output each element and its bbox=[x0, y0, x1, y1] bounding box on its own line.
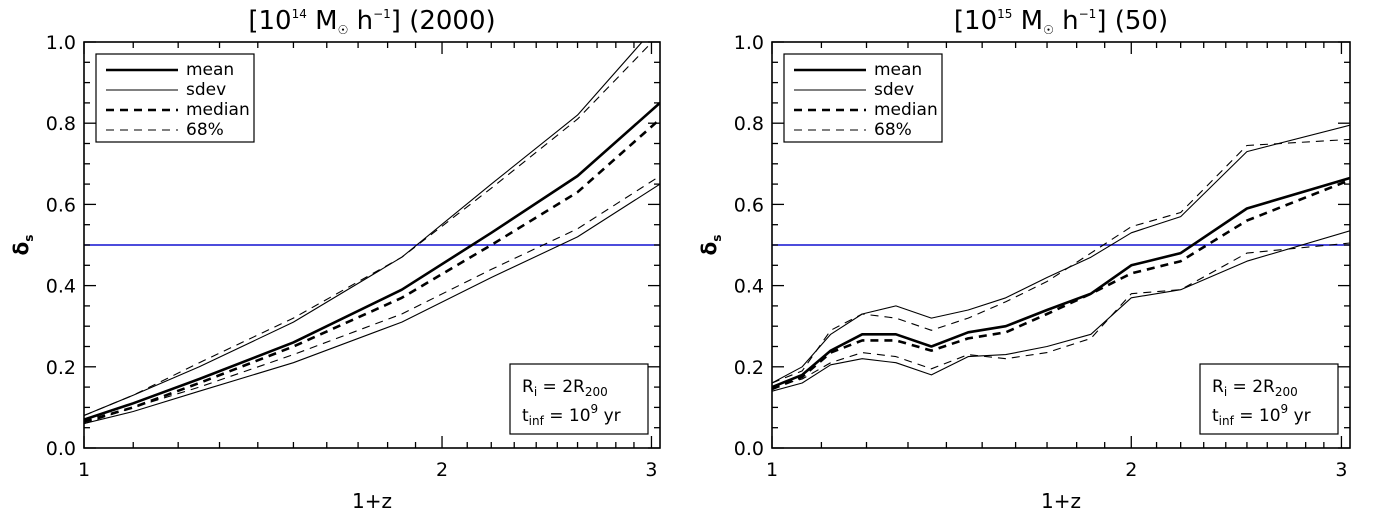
series-sdev-line bbox=[772, 230, 1350, 392]
x-tick-label: 2 bbox=[1125, 459, 1137, 481]
t-eq: = 10 bbox=[544, 406, 591, 426]
t-label: t bbox=[1212, 406, 1219, 426]
title-bracket: [10 bbox=[248, 6, 291, 36]
t-label: t bbox=[522, 406, 529, 426]
x-axis-label: 1+z bbox=[352, 489, 392, 513]
title-mass: M bbox=[1012, 6, 1043, 36]
ri-sub2: 200 bbox=[1275, 385, 1298, 399]
y-axis-label: δs bbox=[9, 235, 36, 256]
legend-label: sdev bbox=[186, 80, 226, 100]
y-tick-label: 0.6 bbox=[734, 194, 764, 216]
annotation-radius: Ri = 2R200 bbox=[1212, 377, 1298, 399]
series-median-line bbox=[84, 118, 660, 423]
chart-panel-2: 0.0 0.2 0.4 0.6 0.8 1.0 1 2 3 1+z δs [1015 M☉ h−1] … bbox=[697, 6, 1351, 513]
ri-sub: i bbox=[1224, 385, 1227, 399]
annotation-time: tinf = 109 yr bbox=[522, 402, 621, 428]
title-h: h bbox=[348, 6, 373, 36]
title-sun: ☉ bbox=[1043, 23, 1054, 37]
ri-label: R bbox=[1212, 377, 1224, 397]
x-axis-label-text: 1+z bbox=[1041, 489, 1081, 513]
title-sun: ☉ bbox=[338, 23, 349, 37]
series-68pct-line bbox=[84, 42, 653, 417]
annotation-box bbox=[1199, 363, 1339, 435]
legend-label: mean bbox=[186, 60, 234, 80]
t-exp: 9 bbox=[1281, 402, 1289, 416]
legend-label: median bbox=[874, 100, 938, 120]
legend-box bbox=[783, 53, 943, 143]
series-68pct-line bbox=[84, 175, 660, 425]
legend-label: 68% bbox=[874, 120, 912, 140]
chart-panel-1: 0.0 0.2 0.4 0.6 0.8 1.0 1 2 3 1+z δs [1014 M☉ h−1] … bbox=[9, 6, 661, 513]
title-bracket: [10 bbox=[954, 6, 997, 36]
ri-sub2: 200 bbox=[585, 385, 608, 399]
x-tick-label: 3 bbox=[1335, 459, 1347, 481]
x-axis-label: 1+z bbox=[1041, 489, 1081, 513]
series-median-line bbox=[772, 178, 1350, 391]
series-sdev-line bbox=[84, 42, 643, 417]
t-exp: 9 bbox=[591, 402, 599, 416]
title-h: h bbox=[1054, 6, 1079, 36]
series-mean-line bbox=[84, 101, 660, 421]
series-mean-line bbox=[772, 176, 1350, 389]
x-tick-label: 1 bbox=[78, 459, 90, 481]
title-mass: M bbox=[307, 6, 338, 36]
ri-sub: i bbox=[534, 385, 537, 399]
annotation-time: tinf = 109 yr bbox=[1212, 402, 1311, 428]
x-tick-label: 3 bbox=[645, 459, 657, 481]
y-tick-label: 0.0 bbox=[734, 438, 764, 460]
chart-title: [1015 M☉ h−1] (50) bbox=[954, 6, 1168, 37]
series-68pct-line bbox=[772, 242, 1350, 388]
legend-label: sdev bbox=[874, 80, 914, 100]
y-tick-label: 0.4 bbox=[734, 276, 764, 298]
y-tick-label: 0.0 bbox=[46, 438, 76, 460]
y-tick-label: 1.0 bbox=[734, 32, 764, 54]
annotation: Ri = 2R200 tinf = 109 yr bbox=[1199, 363, 1339, 435]
y-tick-label: 0.6 bbox=[46, 194, 76, 216]
legend-label: mean bbox=[874, 60, 922, 80]
t-sub: inf bbox=[529, 414, 545, 428]
y-tick-label: 0.8 bbox=[46, 113, 76, 135]
title-mass-exp: 15 bbox=[997, 7, 1012, 21]
y-tick-label: 0.4 bbox=[46, 276, 76, 298]
title-mass-exp: 14 bbox=[292, 7, 307, 21]
ri-label: R bbox=[522, 377, 534, 397]
series-sdev-line bbox=[84, 183, 660, 425]
x-tick-label: 2 bbox=[436, 459, 448, 481]
y-axis-label: δs bbox=[697, 235, 724, 256]
y-tick-label: 0.2 bbox=[46, 357, 76, 379]
t-sub: inf bbox=[1219, 414, 1235, 428]
series-sdev-line bbox=[772, 124, 1350, 384]
y-axis-label-sub: s bbox=[22, 235, 36, 242]
x-axis-label-text: 1+z bbox=[352, 489, 392, 513]
annotation-radius: Ri = 2R200 bbox=[522, 377, 608, 399]
y-tick-label: 0.2 bbox=[734, 357, 764, 379]
y-tick-label: 1.0 bbox=[46, 32, 76, 54]
x-tick-label: 1 bbox=[766, 459, 778, 481]
legend-box bbox=[95, 53, 255, 143]
annotation-box bbox=[509, 363, 649, 435]
t-unit: yr bbox=[1288, 406, 1310, 426]
y-tick-label: 0.8 bbox=[734, 113, 764, 135]
legend-label: 68% bbox=[186, 120, 224, 140]
ri-eq: = 2R bbox=[537, 377, 585, 397]
title-h-exp: −1 bbox=[373, 7, 391, 21]
annotation: Ri = 2R200 tinf = 109 yr bbox=[509, 363, 649, 435]
series-68pct-line bbox=[772, 138, 1350, 384]
t-unit: yr bbox=[598, 406, 620, 426]
title-close: ] (50) bbox=[1096, 6, 1168, 36]
y-axis-label-delta: δ bbox=[9, 242, 33, 256]
ri-eq: = 2R bbox=[1227, 377, 1275, 397]
legend-label: median bbox=[186, 100, 250, 120]
t-eq: = 10 bbox=[1234, 406, 1281, 426]
title-close: ] (2000) bbox=[391, 6, 496, 36]
title-h-exp: −1 bbox=[1079, 7, 1097, 21]
y-axis-label-sub: s bbox=[710, 235, 724, 242]
chart-title: [1014 M☉ h−1] (2000) bbox=[248, 6, 495, 37]
y-axis-label-delta: δ bbox=[697, 242, 721, 256]
